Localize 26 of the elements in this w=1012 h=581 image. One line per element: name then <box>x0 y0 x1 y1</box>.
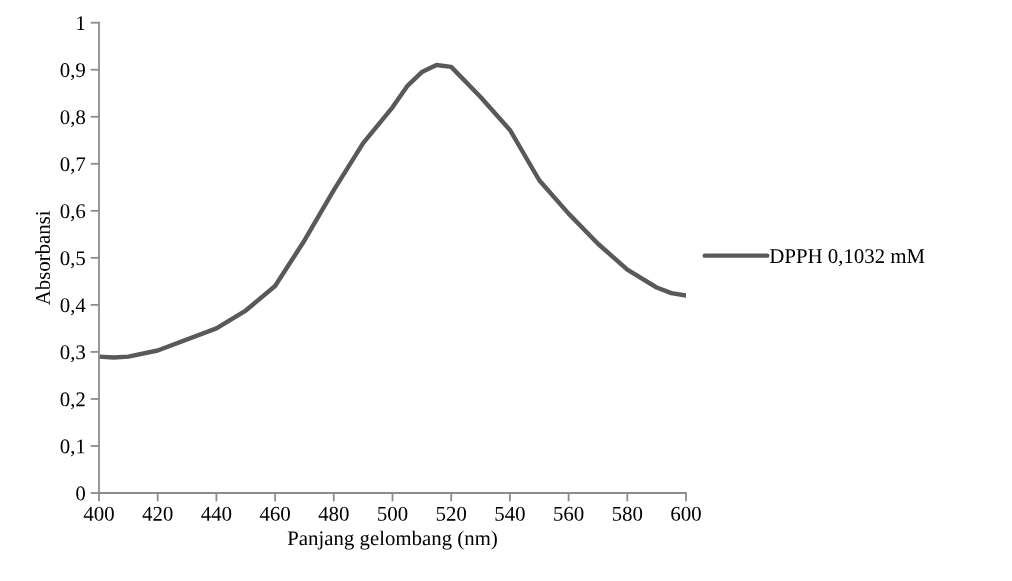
y-tick-label: 0,4 <box>60 298 86 316</box>
x-tick-label: 480 <box>318 506 349 521</box>
y-tick-label: 0,2 <box>60 392 85 410</box>
x-axis-title: Panjang gelombang (nm) <box>287 530 497 550</box>
y-tick-label: 0,9 <box>60 63 85 81</box>
y-tick-label: 0,5 <box>60 251 85 269</box>
legend-label: DPPH 0,1032 mM <box>769 249 925 267</box>
y-tick-label: 0 <box>76 486 86 501</box>
x-tick-label: 520 <box>436 506 467 521</box>
y-tick-label: 1 <box>77 16 85 30</box>
x-tick-label: 580 <box>612 506 643 521</box>
x-tick-label: 420 <box>142 506 173 521</box>
x-tick-label: 540 <box>495 506 525 521</box>
x-tick-label: 440 <box>201 506 232 521</box>
x-tick-label: 400 <box>83 506 114 521</box>
y-tick-label: 0,6 <box>60 204 86 222</box>
x-tick-label: 600 <box>671 506 701 521</box>
x-tick-label: 500 <box>378 506 408 521</box>
y-tick-label: 0,3 <box>60 345 85 363</box>
y-axis-title: Absorbansi <box>35 210 50 306</box>
x-tick-label: 460 <box>259 506 290 521</box>
line-series <box>99 62 686 360</box>
y-tick-label: 0,8 <box>60 110 86 128</box>
y-tick-label: 0,1 <box>60 439 85 457</box>
y-tick-label: 0,7 <box>60 157 86 175</box>
x-tick-label: 560 <box>554 506 584 521</box>
